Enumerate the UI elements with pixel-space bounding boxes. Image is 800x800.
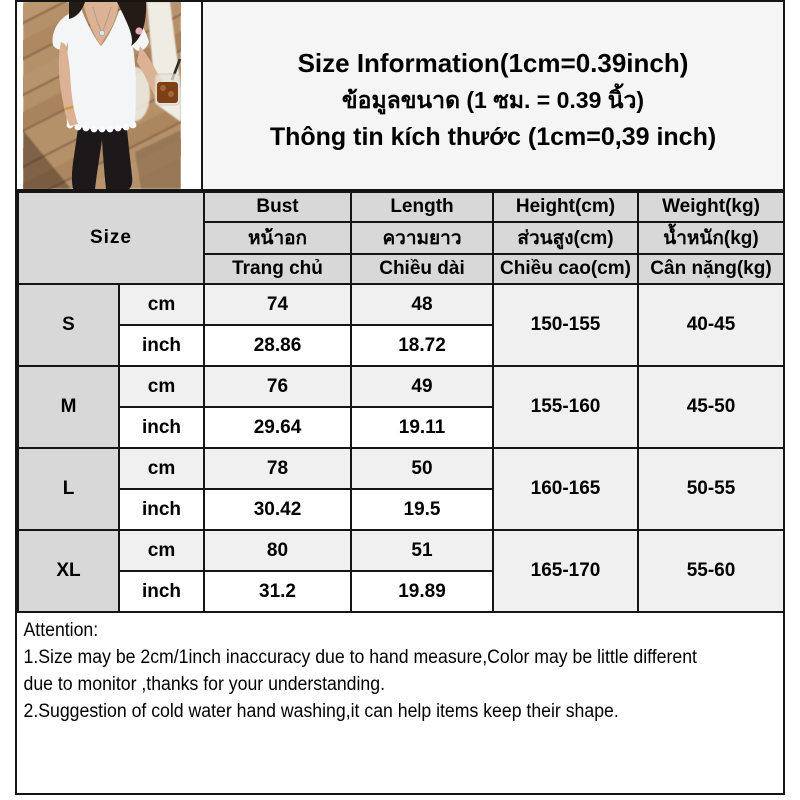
header-weight-en: Weight(kg) bbox=[637, 191, 785, 223]
value-cell-length-cm: 51 bbox=[350, 529, 494, 572]
attention-line: 2.Suggestion of cold water hand washing,… bbox=[23, 701, 619, 722]
value-cell-length-cm: 50 bbox=[350, 447, 494, 490]
value-cell-bust-inch: 30.42 bbox=[203, 488, 352, 531]
weight-cell: 45-50 bbox=[637, 365, 785, 449]
row-m-cm: M cm 76 49 155-160 45-50 bbox=[17, 365, 785, 449]
value-cell-length-inch: 19.11 bbox=[350, 406, 494, 449]
value-cell-bust-cm: 74 bbox=[203, 283, 352, 326]
row-s-cm: S cm 74 48 150-155 40-45 bbox=[17, 283, 785, 367]
value-cell-length-inch: 19.89 bbox=[350, 570, 494, 613]
model-hair-left bbox=[69, 2, 85, 19]
size-label-cell: XL bbox=[17, 529, 120, 613]
value-cell-length-inch: 18.72 bbox=[350, 324, 494, 367]
row-s-inch: inch 28.86 18.72 bbox=[18, 324, 784, 367]
header-length-th: ความยาว bbox=[350, 221, 494, 255]
header-length-en: Length bbox=[350, 191, 494, 223]
row-xl-inch: inch 31.2 19.89 bbox=[18, 570, 784, 613]
height-cell: 165-170 bbox=[492, 529, 639, 613]
ice-cube bbox=[168, 91, 174, 97]
deck-shadow bbox=[23, 130, 71, 189]
height-cell: 160-165 bbox=[492, 447, 639, 531]
row-xl-cm: XL cm 80 51 165-170 55-60 bbox=[17, 529, 785, 613]
header-bust-vi: Trang chủ bbox=[203, 253, 352, 285]
value-cell-bust-inch: 29.64 bbox=[203, 406, 352, 449]
header-row-vietnamese: Trang chủ Chiều dài Chiều cao(cm) Cân nặ… bbox=[18, 253, 785, 285]
title-vietnamese: Thông tin kích thước (1cm=0,39 inch) bbox=[269, 123, 717, 151]
size-label-cell: S bbox=[17, 283, 120, 367]
unit-cell: cm bbox=[118, 447, 205, 490]
header-weight-vi: Cân nặng(kg) bbox=[637, 253, 785, 285]
unit-cell: inch bbox=[118, 488, 205, 531]
product-photo-cell bbox=[17, 2, 203, 189]
size-label-cell: L bbox=[17, 447, 120, 531]
size-chart-frame: Size Information(1cm=0.39inch) ข้อมูลขนา… bbox=[15, 0, 785, 795]
bracelet bbox=[63, 105, 74, 111]
white-top bbox=[52, 8, 149, 130]
header-height-vi: Chiều cao(cm) bbox=[492, 253, 639, 285]
title-thai: ข้อมูลขนาด (1 ซม. = 0.39 นิ้ว) bbox=[341, 87, 645, 113]
unit-cell: cm bbox=[118, 365, 205, 408]
height-cell: 150-155 bbox=[492, 283, 639, 367]
weight-cell: 50-55 bbox=[637, 447, 785, 531]
unit-cell: inch bbox=[118, 406, 205, 449]
unit-cell: cm bbox=[118, 283, 205, 326]
value-cell-bust-inch: 28.86 bbox=[203, 324, 352, 367]
value-cell-bust-cm: 76 bbox=[203, 365, 352, 408]
value-cell-length-cm: 49 bbox=[350, 365, 494, 408]
top-section: Size Information(1cm=0.39inch) ข้อมูลขนา… bbox=[17, 2, 783, 191]
pants bbox=[71, 118, 133, 189]
header-row-thai: หน้าอก ความยาว ส่วนสูง(cm) น้ำหนัก(kg) bbox=[18, 221, 785, 255]
value-cell-length-cm: 48 bbox=[350, 283, 494, 326]
title-block: Size Information(1cm=0.39inch) ข้อมูลขนา… bbox=[203, 2, 783, 189]
product-photo bbox=[23, 2, 181, 189]
size-table: Size Bust Length Height(cm) Weight(kg) ห… bbox=[17, 191, 785, 613]
unit-cell: cm bbox=[118, 529, 205, 572]
attention-line: 1.Size may be 2cm/1inch inaccuracy due t… bbox=[23, 647, 697, 668]
size-header-cell: Size bbox=[17, 191, 205, 285]
deck-shadow-right bbox=[135, 130, 181, 189]
attention-line: due to monitor ,thanks for your understa… bbox=[23, 674, 385, 695]
height-cell: 155-160 bbox=[492, 365, 639, 449]
model-chest bbox=[83, 2, 119, 45]
lace-hem bbox=[66, 121, 137, 133]
attention-notes: Attention: 1.Size may be 2cm/1inch inacc… bbox=[17, 613, 786, 725]
header-row-english: Size Bust Length Height(cm) Weight(kg) bbox=[17, 191, 785, 285]
model-arm-left bbox=[58, 42, 78, 126]
header-length-vi: Chiều dài bbox=[350, 253, 494, 285]
header-weight-th: น้ำหนัก(kg) bbox=[637, 221, 785, 255]
hair-clip bbox=[135, 27, 143, 35]
necklace-pendant bbox=[99, 30, 105, 36]
header-bust-en: Bust bbox=[203, 191, 352, 223]
size-label-cell: M bbox=[17, 365, 120, 449]
model-hair-right bbox=[117, 2, 147, 46]
weight-cell: 40-45 bbox=[637, 283, 785, 367]
row-m-inch: inch 29.64 19.11 bbox=[18, 406, 784, 449]
value-cell-length-inch: 19.5 bbox=[350, 488, 494, 531]
value-cell-bust-cm: 80 bbox=[203, 529, 352, 572]
title-english: Size Information(1cm=0.39inch) bbox=[297, 48, 689, 78]
header-bust-th: หน้าอก bbox=[203, 221, 352, 255]
row-l-inch: inch 30.42 19.5 bbox=[18, 488, 784, 531]
header-height-en: Height(cm) bbox=[492, 191, 639, 223]
value-cell-bust-inch: 31.2 bbox=[203, 570, 352, 613]
attention-heading: Attention: bbox=[23, 620, 99, 641]
value-cell-bust-cm: 78 bbox=[203, 447, 352, 490]
header-height-th: ส่วนสูง(cm) bbox=[492, 221, 639, 255]
weight-cell: 55-60 bbox=[637, 529, 785, 613]
unit-cell: inch bbox=[118, 324, 205, 367]
ice-cube bbox=[160, 85, 166, 91]
unit-cell: inch bbox=[118, 570, 205, 613]
row-l-cm: L cm 78 50 160-165 50-55 bbox=[17, 447, 785, 531]
drink-liquid bbox=[157, 82, 178, 103]
